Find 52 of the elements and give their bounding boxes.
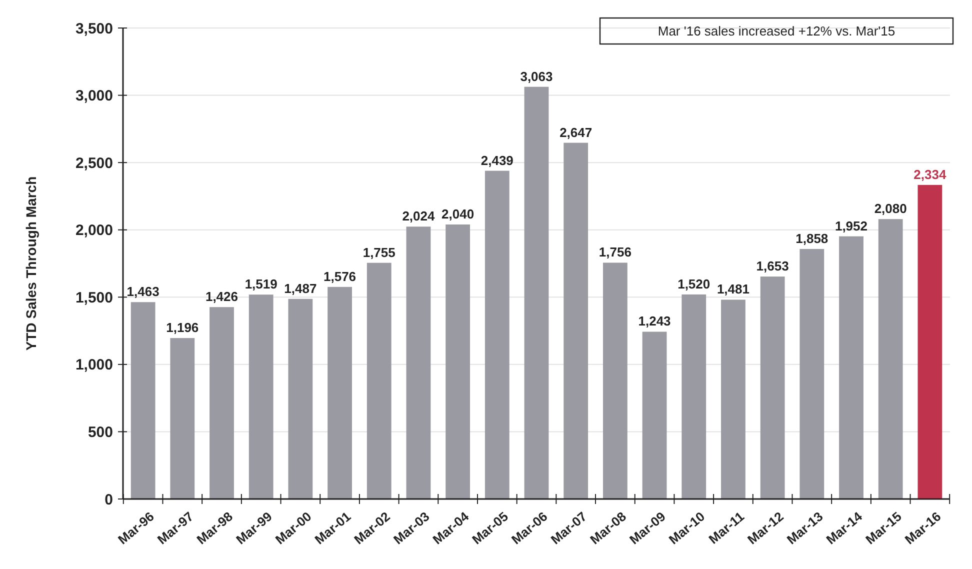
bar	[878, 219, 903, 499]
data-label: 1,487	[284, 280, 317, 296]
data-label: 1,243	[638, 314, 671, 329]
data-label: 1,463	[126, 284, 160, 300]
bar	[760, 276, 785, 499]
bar	[210, 307, 234, 499]
y-tick-label: 1,000	[75, 356, 113, 374]
data-label: 1,520	[678, 276, 710, 292]
data-label: 1,519	[244, 276, 278, 292]
data-label: 2,080	[874, 201, 907, 216]
data-label: 1,196	[166, 320, 199, 336]
bar	[642, 332, 667, 499]
data-label: 1,481	[716, 282, 750, 297]
bar	[446, 224, 470, 499]
data-label: 1,952	[834, 218, 868, 234]
bar	[406, 226, 431, 499]
y-tick-label: 0	[104, 491, 113, 508]
bar	[602, 262, 628, 499]
bar	[288, 298, 313, 499]
data-label: 1,858	[796, 230, 828, 246]
bar	[682, 294, 706, 499]
data-label: 1,653	[756, 258, 789, 274]
y-tick-label: 2,500	[75, 154, 113, 172]
y-tick-label: 3,000	[75, 88, 113, 105]
y-axis-title: YTD Sales Through March	[23, 176, 39, 351]
bar	[918, 184, 942, 499]
bar	[839, 236, 864, 499]
bar	[170, 338, 195, 499]
bar	[248, 294, 274, 499]
y-tick-label: 1,500	[75, 289, 113, 306]
bar	[800, 248, 824, 499]
data-label: 2,040	[442, 206, 474, 222]
y-tick-label: 500	[88, 424, 113, 441]
data-label: 2,439	[480, 152, 514, 168]
bar	[524, 86, 549, 499]
data-label: 1,576	[324, 268, 356, 284]
bar	[366, 262, 392, 499]
data-label: 1,755	[362, 244, 396, 260]
bar	[484, 170, 510, 499]
bar	[564, 142, 588, 499]
bar	[130, 302, 156, 499]
annotation: Mar '16 sales increased +12% vs. Mar'15	[658, 24, 896, 39]
bar	[328, 286, 352, 499]
data-label: 1,756	[598, 244, 632, 260]
data-label: 3,063	[520, 68, 553, 84]
data-label: 2,334	[914, 166, 947, 182]
y-tick-label: 3,500	[75, 20, 113, 38]
y-tick-label: 2,000	[75, 222, 113, 240]
data-label: 2,647	[560, 124, 592, 140]
data-label: 2,024	[402, 208, 436, 224]
bar	[721, 300, 746, 499]
data-label: 1,426	[205, 289, 238, 304]
